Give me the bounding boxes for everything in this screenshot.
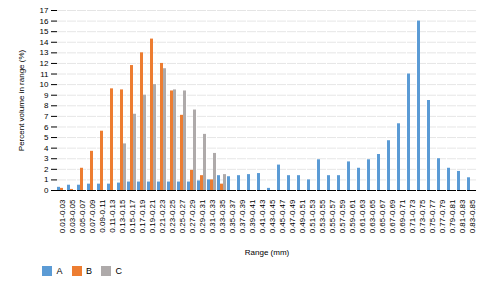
svg-text:0.67-0.69: 0.67-0.69 <box>388 199 397 233</box>
svg-text:0.25-0.27: 0.25-0.27 <box>178 199 187 233</box>
svg-text:0.69-0.71: 0.69-0.71 <box>398 199 407 233</box>
svg-text:0.05-0.07: 0.05-0.07 <box>78 199 87 233</box>
svg-text:3: 3 <box>44 154 49 163</box>
svg-text:0.37-0.39: 0.37-0.39 <box>238 199 247 233</box>
svg-text:0.21-0.23: 0.21-0.23 <box>158 199 167 233</box>
svg-text:0.43-0.45: 0.43-0.45 <box>268 199 277 233</box>
svg-text:0.33-0.35: 0.33-0.35 <box>218 199 227 233</box>
svg-text:2: 2 <box>44 165 49 174</box>
svg-text:0.57-0.59: 0.57-0.59 <box>338 199 347 233</box>
svg-text:0: 0 <box>44 186 49 195</box>
svg-text:15: 15 <box>40 27 49 36</box>
svg-text:0.71-0.73: 0.71-0.73 <box>408 199 417 233</box>
svg-text:1: 1 <box>44 175 49 184</box>
svg-text:0.75-0.77: 0.75-0.77 <box>428 199 437 233</box>
svg-text:0.61-0.63: 0.61-0.63 <box>358 199 367 233</box>
svg-text:7: 7 <box>44 112 49 121</box>
svg-text:0.47-0.49: 0.47-0.49 <box>288 199 297 233</box>
svg-text:0.01-0.03: 0.01-0.03 <box>58 199 67 233</box>
html-text:B: B <box>86 265 92 276</box>
svg-text:Range (mm): Range (mm) <box>245 248 290 257</box>
svg-text:17: 17 <box>40 6 49 15</box>
svg-text:0.49-0.51: 0.49-0.51 <box>298 199 307 233</box>
svg-text:14: 14 <box>40 38 49 47</box>
svg-text:0.17-0.19: 0.17-0.19 <box>138 199 147 233</box>
svg-text:0.81-0.83: 0.81-0.83 <box>458 199 467 233</box>
svg-text:0.15-0.17: 0.15-0.17 <box>128 199 137 233</box>
svg-text:0.39-0.41: 0.39-0.41 <box>248 199 257 233</box>
svg-text:10: 10 <box>40 80 49 89</box>
svg-text:0.73-0.75: 0.73-0.75 <box>418 199 427 233</box>
svg-text:0.07-0.09: 0.07-0.09 <box>88 199 97 233</box>
svg-text:0.53-0.55: 0.53-0.55 <box>318 199 327 233</box>
svg-text:0.19-0.21: 0.19-0.21 <box>148 199 157 233</box>
svg-text:11: 11 <box>40 70 49 79</box>
svg-text:5: 5 <box>44 133 49 142</box>
svg-text:0.23-0.25: 0.23-0.25 <box>168 199 177 233</box>
svg-text:0.55-0.57: 0.55-0.57 <box>328 199 337 233</box>
svg-text:6: 6 <box>44 123 49 132</box>
svg-text:0.51-0.53: 0.51-0.53 <box>308 199 317 233</box>
svg-text:0.35-0.37: 0.35-0.37 <box>228 199 237 233</box>
svg-text:0.13-0.15: 0.13-0.15 <box>118 199 127 233</box>
svg-text:0.59-0.61: 0.59-0.61 <box>348 199 357 233</box>
svg-text:8: 8 <box>44 101 49 110</box>
svg-text:0.27-0.29: 0.27-0.29 <box>188 199 197 233</box>
svg-text:0.11-0.13: 0.11-0.13 <box>108 199 117 233</box>
svg-text:0.41-0.43: 0.41-0.43 <box>258 199 267 233</box>
svg-text:0.45-0.47: 0.45-0.47 <box>278 199 287 233</box>
svg-text:0.83-0.85: 0.83-0.85 <box>468 199 477 233</box>
svg-text:0.03-0.05: 0.03-0.05 <box>68 199 77 233</box>
svg-text:0.63-0.65: 0.63-0.65 <box>368 199 377 233</box>
svg-text:0.77-0.79: 0.77-0.79 <box>438 199 447 233</box>
svg-text:16: 16 <box>40 17 49 26</box>
svg-text:9: 9 <box>44 91 49 100</box>
svg-text:13: 13 <box>40 48 49 57</box>
html-text:A: A <box>56 265 63 276</box>
html-text:C: C <box>115 265 122 276</box>
svg-text:4: 4 <box>44 144 49 153</box>
svg-text:0.79-0.81: 0.79-0.81 <box>448 199 457 233</box>
svg-text:12: 12 <box>40 59 49 68</box>
svg-text:0.09-0.11: 0.09-0.11 <box>98 199 107 233</box>
svg-text:0.31-0.33: 0.31-0.33 <box>208 199 217 233</box>
svg-text:Percent volume in range (%): Percent volume in range (%) <box>17 49 26 151</box>
svg-text:0.65-0.67: 0.65-0.67 <box>378 199 387 233</box>
svg-text:0.29-0.31: 0.29-0.31 <box>198 199 207 233</box>
